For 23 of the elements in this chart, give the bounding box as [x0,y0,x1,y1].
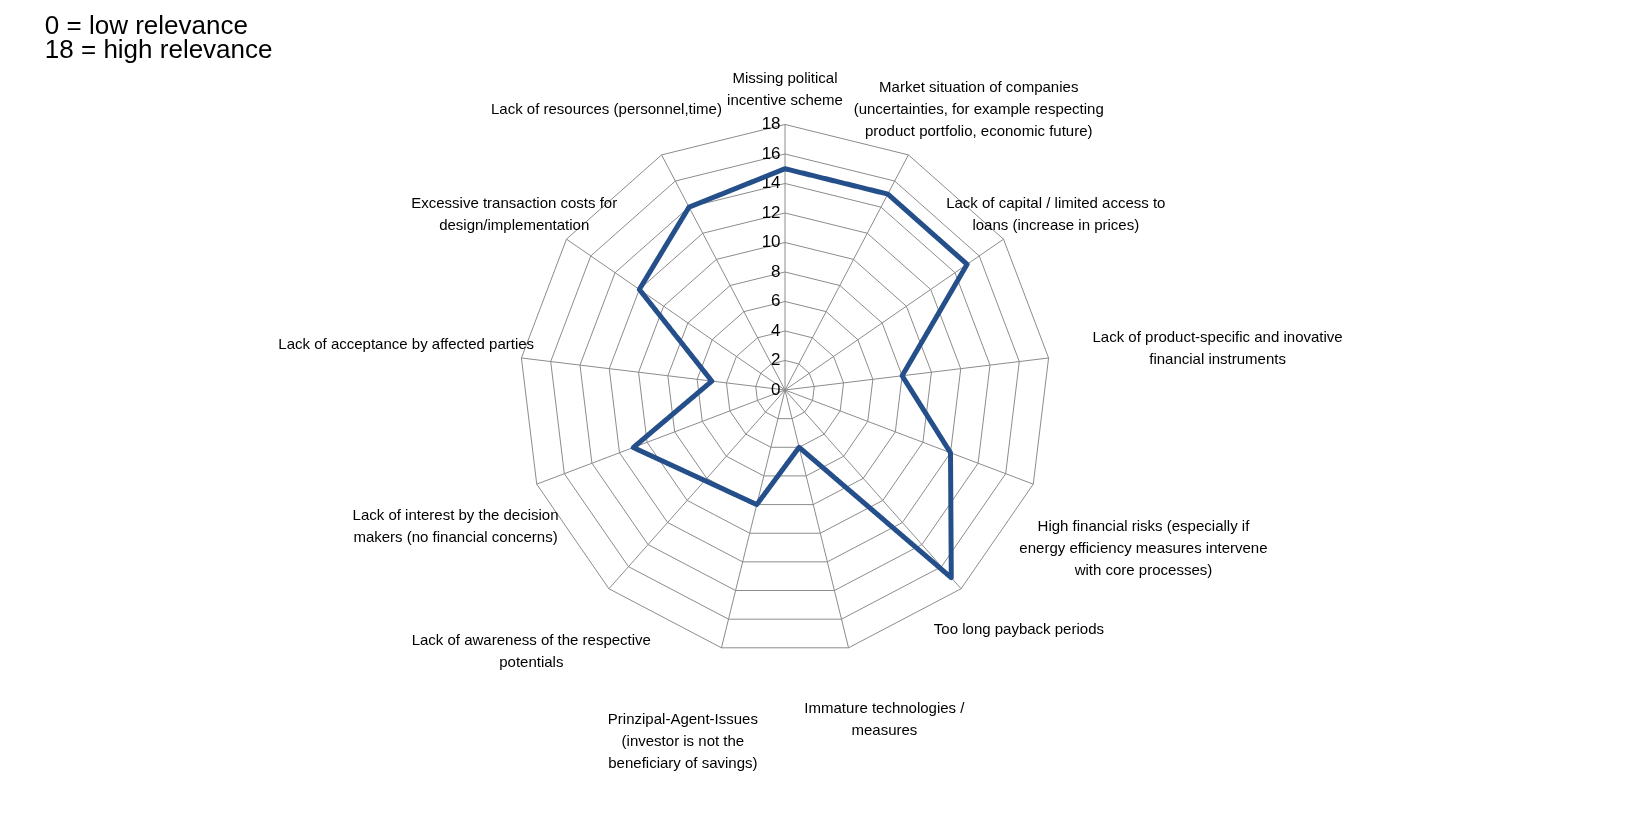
spoke-label: Lack of acceptance by affected parties [278,335,535,353]
spoke-label: Lack of capital / limited access to loans (increase in prices) [946,194,1166,234]
y-tick-label: 6 [771,291,781,311]
spoke-label: Immature technologies / measures [804,699,966,739]
spoke-label: Lack of awareness of the respective potentials [411,631,651,671]
y-tick-label: 10 [761,232,781,252]
spoke-label: Too long payback periods [933,620,1104,638]
spoke-label: Lack of product-specific and inovative financial instruments [1092,328,1343,368]
y-tick-label: 18 [761,114,781,134]
y-tick-label: 4 [771,321,781,340]
spoke-label: Prinzipal-Agent-Issues (investor is not the beneficiary of savings) [607,710,758,772]
spoke-label: Lack of resources (personnel,time) [490,99,722,117]
text: 18 = high relevance [44,34,273,65]
y-tick-label: 8 [771,261,781,281]
spoke-label: Lack of interest by the decision makers (no financial concerns) [352,505,559,545]
y-tick-label: 0 [771,380,781,399]
spoke-label: High financial risks (especially if energy efficiency measures intervene with core processes) [1019,516,1268,578]
y-tick-label: 16 [761,143,781,163]
y-tick-label: 2 [771,350,781,370]
spoke-label: Missing political incentive scheme [727,68,843,108]
spoke-label: Excessive transaction costs for design/implementation [411,194,618,234]
spoke-label: Market situation of companies (uncertainties, for example respecting product portfolio, economic future) [853,77,1104,139]
y-tick-label: 12 [761,202,781,222]
